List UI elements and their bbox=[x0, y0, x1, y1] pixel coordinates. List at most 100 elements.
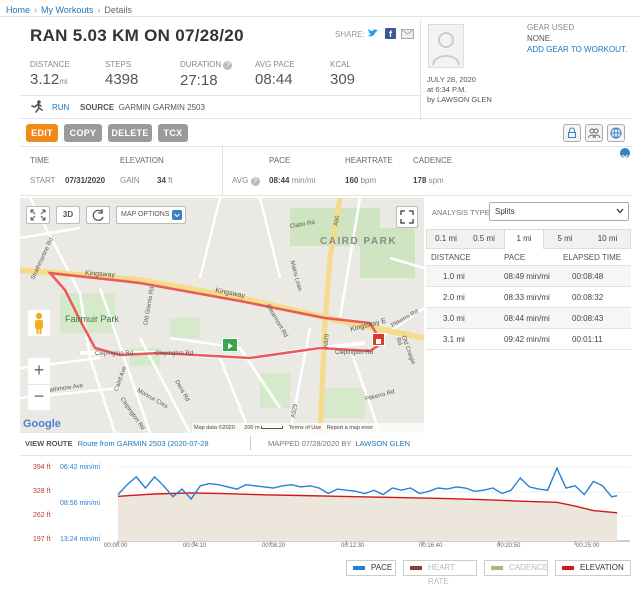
gain-label: GAIN bbox=[120, 176, 140, 185]
privacy-button[interactable] bbox=[563, 124, 581, 142]
zoom-in-button[interactable]: + bbox=[33, 360, 45, 380]
table-row[interactable] bbox=[426, 308, 631, 328]
tab-0-5-mi[interactable]: 0.5 mi bbox=[473, 234, 495, 243]
tcx-button[interactable]: TCX bbox=[158, 124, 188, 142]
hr-unit: bpm bbox=[360, 176, 377, 185]
legend-pace-button[interactable]: PACE bbox=[346, 560, 396, 576]
mapped-info: MAPPED 07/28/2020 BY LAWSON GLEN bbox=[268, 439, 410, 448]
help-icon[interactable]: ? bbox=[223, 61, 233, 70]
gain-unit: ft bbox=[168, 176, 173, 185]
cell-elapsed: 00:08:32 bbox=[572, 293, 604, 302]
breadcrumb-workouts[interactable]: My Workouts bbox=[41, 5, 94, 15]
map-label-park: CAIRD PARK bbox=[320, 236, 398, 247]
facebook-icon[interactable]: f bbox=[385, 28, 396, 39]
breadcrumb-separator: › bbox=[97, 5, 101, 15]
stat-label: DISTANCE bbox=[30, 60, 70, 69]
mapped-by-link[interactable]: LAWSON GLEN bbox=[355, 439, 411, 448]
duration-value: 27:18 bbox=[180, 72, 218, 89]
breadcrumb-separator: › bbox=[34, 5, 38, 15]
twitter-icon[interactable] bbox=[367, 28, 379, 39]
users-icon bbox=[588, 128, 601, 139]
user-silhouette-icon bbox=[432, 32, 460, 66]
stats-divider bbox=[20, 95, 420, 96]
cad-number: 178 bbox=[413, 176, 427, 185]
y-tick-pace: 08:56 min/mi bbox=[60, 500, 101, 507]
map-fullscreen-button[interactable] bbox=[396, 206, 418, 228]
map-canvas[interactable] bbox=[20, 198, 424, 433]
activity-type[interactable]: RUN bbox=[52, 103, 70, 112]
x-tick: 00:04:10 bbox=[183, 543, 207, 549]
expand-details-button[interactable] bbox=[620, 148, 630, 159]
map-3d-button[interactable]: 3D bbox=[56, 206, 80, 224]
friends-button[interactable] bbox=[585, 124, 603, 142]
breadcrumb: Home › My Workouts › Details bbox=[6, 3, 132, 17]
gear-title: GEAR USED bbox=[527, 23, 575, 32]
source-value: GARMIN GARMIN 2503 bbox=[118, 103, 205, 112]
x-tick: 00:16:40 bbox=[419, 543, 443, 549]
email-icon[interactable] bbox=[401, 29, 414, 39]
run-icon bbox=[31, 100, 43, 113]
breadcrumb-home[interactable]: Home bbox=[6, 5, 31, 15]
route-info: VIEW ROUTE Route from GARMIN 2503 (2020-… bbox=[25, 439, 209, 448]
workout-date: JULY 28, 2020 bbox=[427, 75, 476, 84]
start-marker[interactable] bbox=[222, 338, 238, 352]
zoom-out-button[interactable]: − bbox=[28, 384, 50, 410]
street-view-button[interactable] bbox=[28, 310, 50, 336]
legend-cadence-button[interactable]: CADENCE bbox=[484, 560, 548, 576]
col-header-pace: PACE bbox=[504, 253, 526, 262]
legend-heart-rate-button[interactable]: HEART RATE bbox=[403, 560, 477, 586]
refresh-icon bbox=[92, 209, 104, 221]
public-button[interactable] bbox=[607, 124, 625, 142]
y-tick-elev: 328 ft bbox=[33, 488, 51, 495]
map-report-link[interactable]: Report a map error bbox=[326, 425, 374, 431]
legend-swatch bbox=[562, 566, 574, 570]
delete-button[interactable]: DELETE bbox=[108, 124, 152, 142]
refresh-button[interactable] bbox=[86, 206, 110, 224]
route-link[interactable]: Route from GARMIN 2503 (2020-07-28 bbox=[77, 439, 209, 448]
copy-button[interactable]: COPY bbox=[64, 124, 102, 142]
cell-distance: 3.1 mi bbox=[443, 335, 465, 344]
analysis-type-select[interactable]: Splits bbox=[489, 202, 629, 221]
table-row[interactable] bbox=[426, 266, 631, 286]
tab-10-mi[interactable]: 10 mi bbox=[597, 234, 618, 243]
play-icon bbox=[228, 343, 233, 349]
avatar[interactable] bbox=[428, 24, 464, 68]
cad-unit: spm bbox=[428, 176, 444, 185]
pace-value: 08:44 min/mi bbox=[269, 176, 315, 185]
workout-chart[interactable] bbox=[0, 455, 640, 560]
legend-swatch bbox=[491, 566, 503, 570]
finish-marker[interactable] bbox=[372, 333, 385, 346]
table-row[interactable] bbox=[426, 329, 631, 349]
kcal-value: 309 bbox=[330, 71, 356, 88]
col-header-elapsed: ELAPSED TIME bbox=[563, 253, 622, 262]
map-options-dropdown[interactable]: MAP OPTIONS bbox=[116, 206, 186, 224]
distance-unit: mi bbox=[59, 77, 68, 86]
route-map[interactable]: CAIRD PARK Fairmuir Park Kingsway Kingsw… bbox=[20, 198, 424, 433]
tab-0-1-mi[interactable]: 0.1 mi bbox=[435, 234, 457, 243]
pace-label: PACE bbox=[269, 156, 291, 165]
start-label: START bbox=[30, 176, 56, 185]
cell-pace: 08:33 min/mi bbox=[504, 293, 550, 302]
fullscreen-icon bbox=[400, 210, 414, 224]
legend-elevation-button[interactable]: ELEVATION bbox=[555, 560, 631, 576]
page-title: RAN 5.03 KM ON 07/28/20 bbox=[30, 26, 244, 45]
fullscreen-button[interactable] bbox=[26, 206, 50, 224]
avg-pace-value: 08:44 bbox=[255, 71, 293, 88]
add-gear-link[interactable]: ADD GEAR TO WORKOUT. bbox=[527, 45, 628, 54]
tab-5-mi[interactable]: 5 mi bbox=[557, 234, 573, 243]
map-terms-link[interactable]: Terms of Use bbox=[288, 425, 322, 431]
source-label: SOURCE bbox=[80, 103, 115, 112]
tab-1-mi[interactable]: 1 mi bbox=[504, 230, 544, 249]
elevation-area bbox=[118, 492, 618, 541]
owner-divider bbox=[420, 20, 421, 120]
stat-duration: DURATION ? 27:18 bbox=[180, 60, 233, 89]
help-icon[interactable]: ? bbox=[250, 177, 260, 186]
gear-panel: GEAR USED NONE. ADD GEAR TO WORKOUT. bbox=[527, 22, 627, 55]
edit-button[interactable]: EDIT bbox=[26, 124, 58, 142]
analysis-type-label: ANALYSIS TYPE: bbox=[432, 208, 492, 217]
stat-distance: DISTANCE 3.12mi bbox=[30, 60, 70, 88]
mapped-label: MAPPED 07/28/2020 BY bbox=[268, 439, 352, 448]
table-row[interactable] bbox=[426, 287, 631, 307]
y-tick-elev: 262 ft bbox=[33, 512, 51, 519]
map-options-label: MAP OPTIONS bbox=[121, 211, 170, 218]
